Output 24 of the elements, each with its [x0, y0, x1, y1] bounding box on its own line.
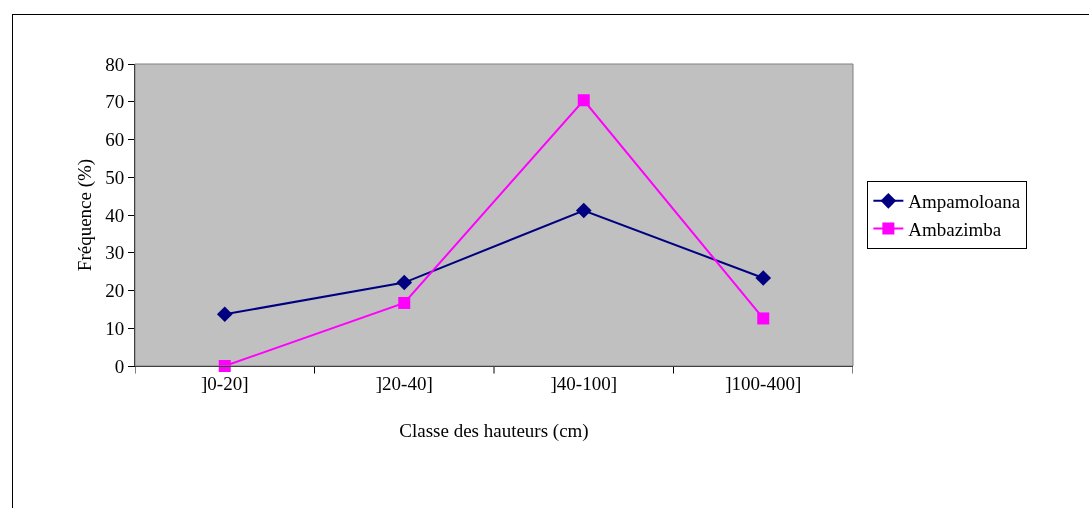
y-tick-label: 10	[105, 317, 125, 339]
point	[577, 94, 590, 107]
x-tick-label: ]40-100]	[550, 372, 617, 394]
point	[757, 312, 770, 325]
point	[398, 296, 411, 309]
y-tick-label: 20	[105, 280, 125, 302]
point	[216, 306, 233, 323]
y-tick-label: 70	[105, 91, 125, 113]
y-tick-label: 50	[105, 166, 125, 188]
x-axis-title: Classe des hauteurs (cm)	[399, 419, 589, 442]
y-axis-title: Fréquence (%)	[74, 158, 97, 272]
y-tick-label: 80	[105, 53, 125, 75]
point	[396, 274, 413, 291]
y-tick-label: 40	[105, 204, 125, 226]
legend-label: Ampamoloana	[908, 191, 1021, 213]
y-tick-label: 30	[105, 242, 125, 264]
point	[755, 270, 772, 286]
point	[575, 202, 592, 219]
legend-label: Ambazimba	[908, 218, 1002, 240]
y-tick-label: 60	[105, 129, 125, 151]
x-tick-label: ]100-400]	[725, 372, 802, 394]
y-tick-label: 0	[114, 355, 125, 377]
x-tick-label: ]0-20]	[201, 372, 249, 394]
x-tick-label: ]20-40]	[375, 372, 433, 394]
